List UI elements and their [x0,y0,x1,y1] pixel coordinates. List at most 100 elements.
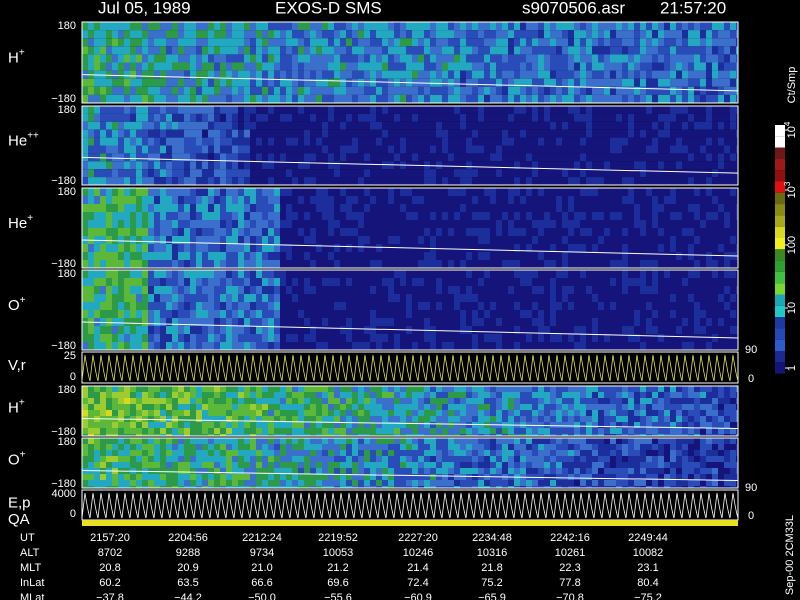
cell [604,334,610,342]
cell [226,196,232,204]
cell [586,169,592,178]
cell [268,398,274,404]
cell [586,153,592,162]
cell [472,54,478,63]
cell [136,62,142,71]
cell [454,244,460,252]
cell [202,252,208,260]
cell [634,78,640,87]
cell [550,78,556,87]
cell [292,62,298,71]
cell [400,252,406,260]
cell [382,252,388,260]
cell [412,220,418,228]
cell [508,252,514,260]
cell [340,244,346,252]
cell [352,252,358,260]
cell [652,294,658,302]
cell [400,302,406,310]
cell [178,260,184,268]
cell [484,161,490,170]
cell [412,204,418,212]
cell [280,318,286,326]
cell [676,54,682,63]
cell [736,204,738,212]
cell [124,294,130,302]
cell [484,62,490,71]
cell [670,270,676,278]
cell [532,244,538,252]
cell [100,410,106,416]
cell [418,196,424,204]
cell [502,22,508,31]
cell [496,121,502,130]
cell [112,188,118,196]
cell [478,310,484,318]
cell [736,302,738,310]
cell [676,94,682,103]
cell [304,106,310,114]
cell [532,270,538,278]
cell [358,86,364,95]
cell [718,145,724,154]
cell [232,428,238,434]
cell [262,252,268,260]
cell [622,106,628,114]
cell [598,310,604,318]
cell [520,342,526,350]
cell [352,220,358,228]
cell [628,318,634,326]
cell [178,236,184,244]
cell [256,228,262,236]
cell [220,236,226,244]
cell [544,326,550,334]
cell [400,145,406,154]
cell [208,310,214,318]
cell [646,22,652,31]
cell [364,169,370,178]
cell [142,188,148,196]
cell [376,30,382,39]
cell [352,334,358,342]
cell [418,113,424,122]
cell [208,236,214,244]
cell [310,228,316,236]
cell [550,70,556,79]
cell [286,410,292,416]
cell [220,228,226,236]
cell [232,334,238,342]
cell [202,318,208,326]
cell [262,398,268,404]
cell [472,278,478,286]
cell [670,326,676,334]
cell [694,38,700,47]
cell [496,153,502,162]
cell [496,62,502,71]
cell [262,310,268,318]
cell [562,342,568,350]
cell [520,278,526,286]
cell [586,302,592,310]
cell [208,106,214,114]
cell [460,121,466,130]
cell [532,30,538,39]
cell [346,30,352,39]
cell [682,212,688,220]
cell [478,106,484,114]
cell [358,434,364,436]
cell [646,260,652,268]
cell [568,106,574,114]
cell [196,86,202,95]
cell [442,244,448,252]
cell [310,252,316,260]
cell [304,410,310,416]
cell [250,161,256,170]
cell [568,86,574,95]
cell [532,78,538,87]
cell [340,404,346,410]
cell [562,244,568,252]
cell [250,169,256,178]
cell [490,294,496,302]
cell [88,62,94,71]
cell [598,342,604,350]
